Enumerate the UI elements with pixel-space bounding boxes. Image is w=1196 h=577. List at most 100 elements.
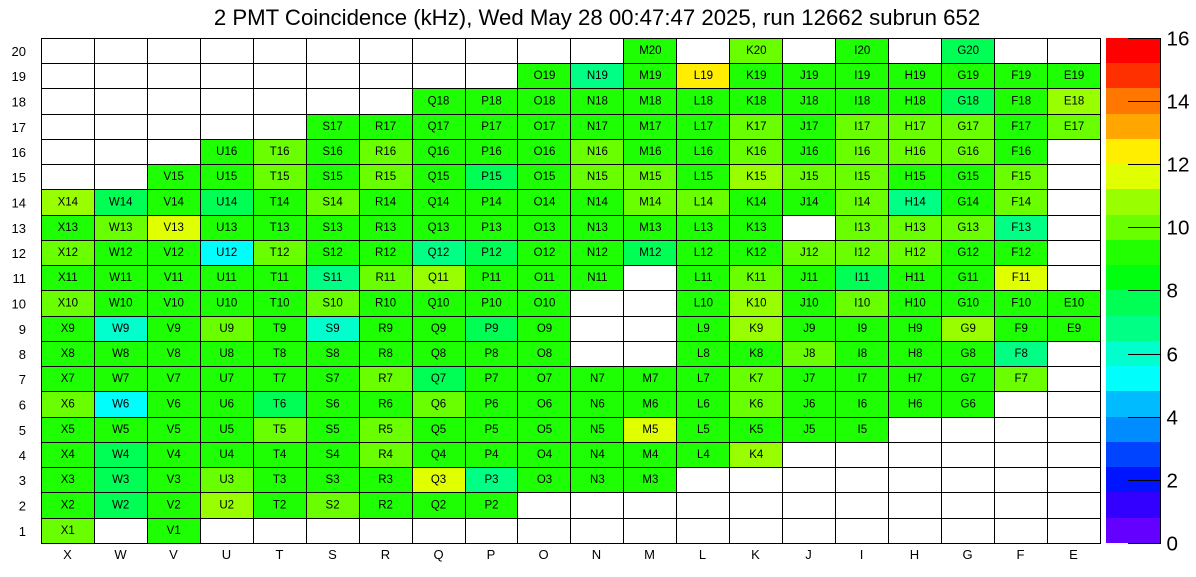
svg-text:W6: W6	[112, 398, 129, 410]
svg-text:K8: K8	[749, 348, 763, 360]
svg-text:X9: X9	[61, 323, 75, 335]
svg-text:F: F	[1017, 547, 1025, 562]
svg-text:L5: L5	[697, 424, 710, 436]
svg-text:13: 13	[12, 221, 26, 236]
svg-text:P13: P13	[481, 222, 501, 234]
svg-text:J7: J7	[803, 373, 815, 385]
svg-text:H8: H8	[908, 348, 923, 360]
svg-text:F8: F8	[1014, 348, 1027, 360]
svg-text:R3: R3	[378, 474, 393, 486]
svg-text:T9: T9	[273, 323, 286, 335]
svg-text:L4: L4	[697, 449, 710, 461]
svg-text:4: 4	[1167, 407, 1178, 430]
svg-text:3: 3	[19, 473, 26, 488]
svg-text:J9: J9	[803, 323, 815, 335]
svg-text:V5: V5	[167, 424, 181, 436]
svg-text:P8: P8	[484, 348, 498, 360]
svg-text:K10: K10	[746, 297, 766, 309]
svg-text:F16: F16	[1011, 146, 1031, 158]
svg-text:O9: O9	[537, 323, 552, 335]
svg-text:G10: G10	[957, 297, 979, 309]
svg-text:R4: R4	[378, 449, 393, 461]
svg-text:R7: R7	[378, 373, 393, 385]
svg-text:N18: N18	[587, 95, 608, 107]
svg-text:7: 7	[19, 372, 26, 387]
svg-text:J6: J6	[803, 398, 815, 410]
svg-text:S11: S11	[323, 272, 343, 284]
svg-text:G14: G14	[957, 196, 979, 208]
svg-text:G11: G11	[958, 272, 979, 284]
svg-text:I13: I13	[854, 222, 870, 234]
svg-text:S17: S17	[322, 121, 342, 133]
svg-text:Q11: Q11	[428, 272, 449, 284]
svg-text:O19: O19	[534, 70, 556, 82]
svg-text:Q12: Q12	[428, 247, 450, 259]
svg-text:Q7: Q7	[431, 373, 446, 385]
svg-text:P18: P18	[481, 95, 501, 107]
svg-text:M3: M3	[642, 474, 658, 486]
svg-text:E19: E19	[1064, 70, 1084, 82]
svg-text:P9: P9	[484, 323, 498, 335]
svg-text:L18: L18	[694, 95, 713, 107]
svg-text:M12: M12	[639, 247, 661, 259]
svg-text:I10: I10	[854, 297, 870, 309]
svg-text:K15: K15	[746, 171, 766, 183]
svg-text:11: 11	[13, 271, 27, 286]
svg-text:N3: N3	[590, 474, 605, 486]
svg-text:M18: M18	[639, 95, 661, 107]
svg-text:G7: G7	[961, 373, 976, 385]
svg-text:V13: V13	[163, 222, 183, 234]
svg-text:T14: T14	[270, 196, 290, 208]
svg-text:V3: V3	[167, 474, 181, 486]
svg-text:R13: R13	[375, 222, 396, 234]
svg-text:T12: T12	[270, 247, 290, 259]
svg-text:T: T	[276, 547, 284, 562]
svg-text:T11: T11	[270, 272, 289, 284]
svg-text:N17: N17	[587, 121, 608, 133]
svg-text:S4: S4	[326, 449, 341, 461]
svg-text:S8: S8	[326, 348, 340, 360]
svg-text:X6: X6	[61, 398, 75, 410]
svg-text:T3: T3	[273, 474, 286, 486]
svg-text:J19: J19	[800, 70, 819, 82]
svg-text:O8: O8	[537, 348, 552, 360]
svg-text:G9: G9	[961, 323, 976, 335]
svg-text:O11: O11	[534, 272, 555, 284]
svg-text:9: 9	[19, 322, 26, 337]
svg-text:E9: E9	[1067, 323, 1081, 335]
svg-text:Q17: Q17	[428, 121, 450, 133]
svg-text:Q10: Q10	[428, 297, 450, 309]
svg-text:O3: O3	[537, 474, 552, 486]
svg-text:X7: X7	[61, 373, 75, 385]
svg-text:4: 4	[19, 448, 26, 463]
svg-text:J12: J12	[800, 247, 819, 259]
svg-text:J11: J11	[800, 272, 818, 284]
svg-text:L13: L13	[694, 222, 713, 234]
svg-text:T4: T4	[273, 449, 287, 461]
svg-text:S12: S12	[322, 247, 342, 259]
svg-text:M15: M15	[639, 171, 661, 183]
svg-text:Q16: Q16	[428, 146, 450, 158]
svg-text:G8: G8	[961, 348, 976, 360]
svg-text:O10: O10	[534, 297, 556, 309]
svg-text:V2: V2	[167, 499, 181, 511]
svg-text:G19: G19	[957, 70, 979, 82]
svg-text:T13: T13	[270, 222, 290, 234]
svg-text:O16: O16	[534, 146, 556, 158]
svg-text:O12: O12	[534, 247, 556, 259]
svg-text:N15: N15	[587, 171, 608, 183]
svg-text:K12: K12	[746, 247, 766, 259]
svg-text:20: 20	[12, 44, 26, 59]
svg-text:I9: I9	[858, 323, 868, 335]
svg-text:X13: X13	[58, 222, 78, 234]
svg-text:S16: S16	[322, 146, 342, 158]
svg-text:O17: O17	[534, 121, 556, 133]
svg-text:T2: T2	[273, 499, 286, 511]
svg-text:I6: I6	[858, 398, 868, 410]
svg-text:G12: G12	[957, 247, 979, 259]
svg-text:L15: L15	[694, 171, 713, 183]
svg-text:N13: N13	[587, 222, 608, 234]
svg-text:R15: R15	[375, 171, 396, 183]
svg-text:M16: M16	[639, 146, 661, 158]
svg-text:R9: R9	[378, 323, 393, 335]
